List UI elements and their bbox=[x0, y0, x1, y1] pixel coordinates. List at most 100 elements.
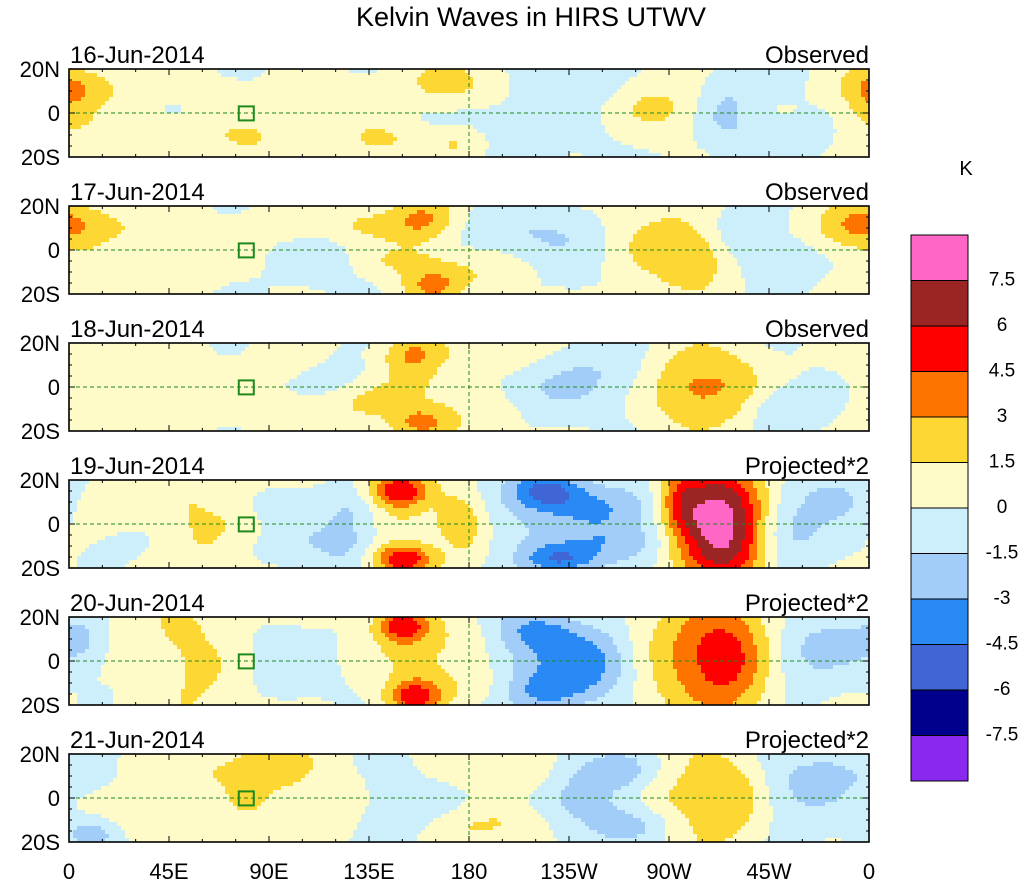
heatmap-cell bbox=[121, 149, 126, 154]
heatmap-cell bbox=[301, 113, 306, 118]
heatmap-cell bbox=[221, 105, 226, 110]
heatmap-cell bbox=[369, 137, 374, 142]
heatmap-cell bbox=[649, 89, 654, 94]
heatmap-cell bbox=[305, 129, 310, 134]
heatmap-cell bbox=[701, 89, 706, 94]
heatmap-cell bbox=[149, 137, 154, 142]
heatmap-cell bbox=[793, 210, 798, 215]
heatmap-cell bbox=[305, 77, 310, 82]
heatmap-cell bbox=[469, 133, 474, 138]
heatmap-cell bbox=[549, 125, 554, 130]
heatmap-cell bbox=[305, 210, 310, 215]
heatmap-cell bbox=[721, 141, 726, 146]
heatmap-cell bbox=[465, 137, 470, 142]
heatmap-cell bbox=[89, 73, 94, 78]
heatmap-cell bbox=[637, 141, 642, 146]
heatmap-cell bbox=[345, 206, 350, 211]
heatmap-cell bbox=[665, 69, 670, 74]
heatmap-cell bbox=[673, 210, 678, 215]
heatmap-cell bbox=[205, 93, 210, 98]
heatmap-cell bbox=[277, 141, 282, 146]
heatmap-cell bbox=[781, 145, 786, 150]
heatmap-cell bbox=[229, 81, 234, 86]
heatmap-cell bbox=[281, 81, 286, 86]
heatmap-cell bbox=[321, 89, 326, 94]
heatmap-cell bbox=[281, 77, 286, 82]
heatmap-cell bbox=[541, 210, 546, 215]
heatmap-cell bbox=[625, 97, 630, 102]
heatmap-cell bbox=[409, 89, 414, 94]
heatmap-cell bbox=[597, 93, 602, 98]
heatmap-cell bbox=[777, 129, 782, 134]
heatmap-cell bbox=[237, 137, 242, 142]
heatmap-cell bbox=[253, 93, 258, 98]
heatmap-cell bbox=[849, 109, 854, 114]
heatmap-cell bbox=[189, 214, 194, 219]
heatmap-cell bbox=[205, 145, 210, 150]
heatmap-cell bbox=[529, 109, 534, 114]
heatmap-cell bbox=[733, 141, 738, 146]
heatmap-cell bbox=[361, 101, 366, 106]
heatmap-cell bbox=[849, 141, 854, 146]
heatmap-cell bbox=[541, 81, 546, 86]
heatmap-cell bbox=[281, 109, 286, 114]
heatmap-cell bbox=[577, 141, 582, 146]
heatmap-cell bbox=[549, 89, 554, 94]
heatmap-cell bbox=[237, 69, 242, 74]
heatmap-cell bbox=[501, 89, 506, 94]
heatmap-cell bbox=[285, 89, 290, 94]
heatmap-cell bbox=[113, 210, 118, 215]
heatmap-cell bbox=[433, 210, 438, 215]
heatmap-cell bbox=[453, 125, 458, 130]
heatmap-cell bbox=[101, 137, 106, 142]
heatmap-cell bbox=[93, 133, 98, 138]
heatmap-cell bbox=[685, 129, 690, 134]
heatmap-cell bbox=[365, 133, 370, 138]
heatmap-cell bbox=[229, 125, 234, 130]
heatmap-cell bbox=[761, 206, 766, 211]
heatmap-cell bbox=[273, 73, 278, 78]
heatmap-cell bbox=[477, 113, 482, 118]
heatmap-cell bbox=[137, 89, 142, 94]
heatmap-cell bbox=[481, 149, 486, 154]
heatmap-cell bbox=[429, 210, 434, 215]
heatmap-cell bbox=[361, 77, 366, 82]
heatmap-cell bbox=[709, 145, 714, 150]
heatmap-cell bbox=[177, 93, 182, 98]
heatmap-cell bbox=[449, 145, 454, 150]
heatmap-cell bbox=[673, 69, 678, 74]
heatmap-cell bbox=[405, 121, 410, 126]
heatmap-cell bbox=[481, 125, 486, 130]
heatmap-cell bbox=[481, 77, 486, 82]
heatmap-cell bbox=[813, 73, 818, 78]
heatmap-cell bbox=[657, 97, 662, 102]
heatmap-cell bbox=[633, 113, 638, 118]
heatmap-cell bbox=[69, 121, 74, 126]
heatmap-cell bbox=[497, 97, 502, 102]
heatmap-cell bbox=[397, 117, 402, 122]
heatmap-cell bbox=[121, 93, 126, 98]
heatmap-cell bbox=[649, 113, 654, 118]
heatmap-cell bbox=[645, 145, 650, 150]
heatmap-cell bbox=[813, 81, 818, 86]
heatmap-cell bbox=[741, 153, 746, 157]
heatmap-cell bbox=[789, 93, 794, 98]
heatmap-cell bbox=[441, 129, 446, 134]
heatmap-cell bbox=[101, 210, 106, 215]
heatmap-cell bbox=[533, 101, 538, 106]
heatmap-cell bbox=[181, 77, 186, 82]
heatmap-cell bbox=[229, 105, 234, 110]
heatmap-cell bbox=[437, 85, 442, 90]
heatmap-cell bbox=[517, 153, 522, 157]
heatmap-cell bbox=[505, 101, 510, 106]
heatmap-cell bbox=[121, 141, 126, 146]
heatmap-cell bbox=[141, 73, 146, 78]
heatmap-cell bbox=[609, 133, 614, 138]
heatmap-cell bbox=[161, 210, 166, 215]
heatmap-cell bbox=[717, 97, 722, 102]
heatmap-cell bbox=[437, 121, 442, 126]
heatmap-cell bbox=[621, 93, 626, 98]
heatmap-cell bbox=[645, 93, 650, 98]
heatmap-cell bbox=[457, 117, 462, 122]
heatmap-cell bbox=[313, 69, 318, 74]
